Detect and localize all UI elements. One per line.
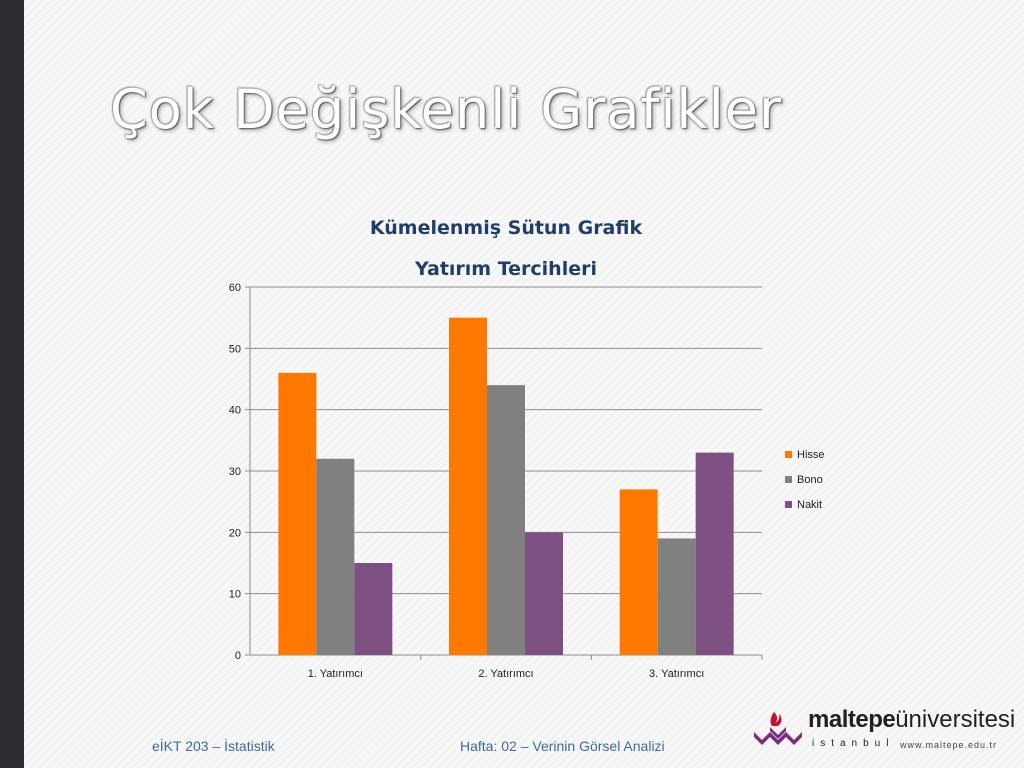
bar-hisse: [449, 317, 487, 655]
y-tick-label: 40: [229, 405, 241, 417]
legend-swatch-hisse: [785, 451, 792, 458]
y-tick-label: 50: [229, 343, 241, 355]
footer-course: eİKT 203 – İstatistik: [152, 738, 275, 754]
bar-nakit: [525, 532, 563, 655]
y-tick-label: 60: [229, 282, 241, 294]
x-tick-label: 1. Yatırımcı: [308, 668, 363, 680]
legend-label-nakit: Nakit: [797, 499, 822, 511]
bar-bono: [316, 458, 355, 655]
bar-nakit: [695, 452, 734, 655]
footer-week: Hafta: 02 – Verinin Görsel Analizi: [460, 738, 665, 754]
logo-university: üniversitesi: [895, 706, 1016, 733]
bar-hisse: [278, 372, 317, 655]
left-sidebar-bar: [0, 0, 24, 768]
maltepe-logo-icon: [754, 712, 802, 745]
logo-wordmark: maltepeüniversitesi: [808, 706, 1015, 734]
bar-bono: [657, 538, 696, 655]
chart-title: Kümelenmiş Sütun Grafik: [369, 217, 643, 239]
logo-brand: maltepe: [808, 706, 896, 733]
x-tick-label: 3. Yatırımcı: [649, 668, 704, 680]
logo-url: www.maltepe.edu.tr: [900, 740, 998, 750]
legend-label-bono: Bono: [797, 474, 823, 486]
y-tick-label: 30: [229, 466, 241, 478]
bar-bono: [487, 385, 525, 655]
university-logo: maltepeüniversitesi istanbul www.maltepe…: [752, 706, 1015, 762]
bar-hisse: [619, 489, 658, 655]
y-tick-label: 0: [235, 650, 241, 662]
legend-swatch-nakit: [785, 501, 792, 508]
slide-title: Çok Değişkenli Grafikler: [110, 78, 783, 141]
x-tick-label: 2. Yatırımcı: [478, 668, 533, 680]
y-tick-label: 20: [229, 527, 241, 539]
bar-nakit: [354, 563, 393, 655]
logo-city: istanbul: [812, 738, 895, 749]
y-tick-label: 10: [229, 589, 241, 601]
legend-swatch-bono: [785, 476, 792, 483]
chart-subtitle: Yatırım Tercihleri: [414, 258, 597, 280]
legend-label-hisse: Hisse: [797, 449, 825, 461]
